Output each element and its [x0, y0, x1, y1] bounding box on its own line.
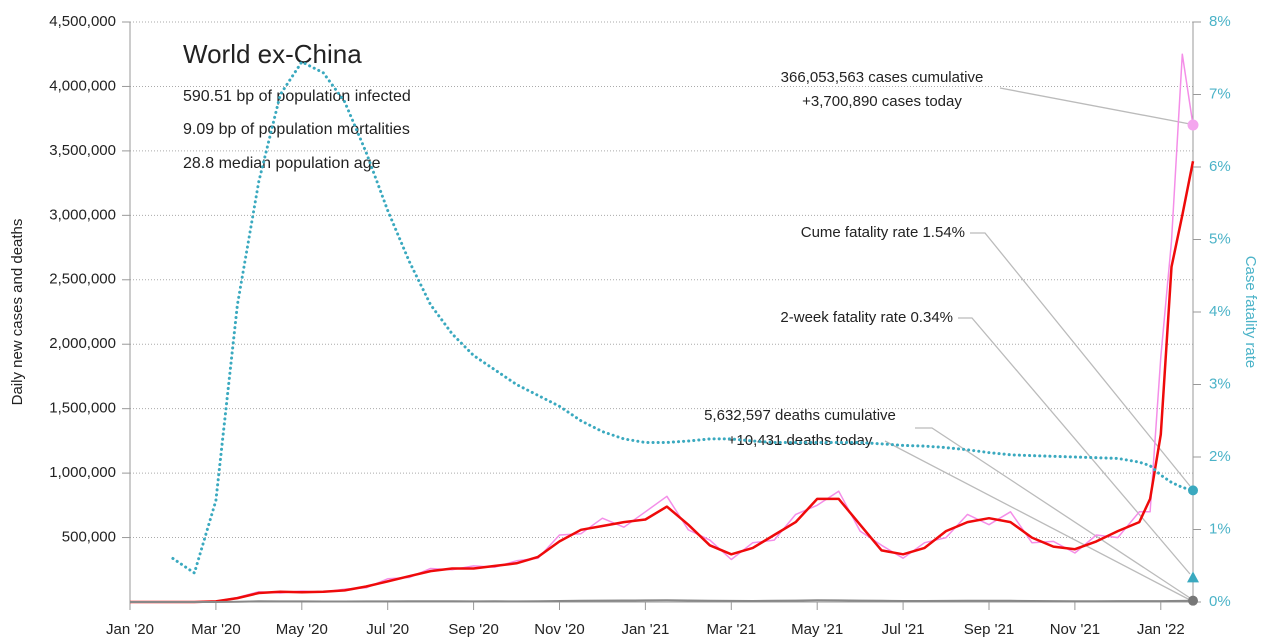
leader-line — [884, 440, 1191, 601]
info-title: World ex-China — [183, 39, 362, 69]
annotation: 366,053,563 cases cumulative — [781, 69, 984, 86]
y-tick-label: 2,000,000 — [49, 335, 116, 352]
y-tick-label: 500,000 — [62, 529, 116, 546]
y2-tick-label: 3% — [1209, 375, 1231, 392]
leader-line — [958, 317, 1191, 575]
y-tick-label: 3,500,000 — [49, 142, 116, 159]
x-tick-label: May '20 — [276, 621, 328, 638]
leaders — [884, 87, 1191, 601]
info-line: 28.8 median population age — [183, 155, 381, 172]
series-line — [171, 60, 1195, 575]
y-tick-label: 1,000,000 — [49, 464, 116, 481]
annotation: Cume fatality rate 1.54% — [801, 224, 965, 241]
y-tick-label: 2,500,000 — [49, 271, 116, 288]
x-tick-label: Sep '21 — [964, 621, 1014, 638]
x-tick-label: Nov '21 — [1050, 621, 1100, 638]
x-tick-label: Sep '20 — [448, 621, 498, 638]
series-line — [130, 160, 1195, 604]
y2-tick-label: 1% — [1209, 520, 1231, 537]
annotation: 5,632,597 deaths cumulative — [704, 407, 896, 424]
annotation: 2-week fatality rate 0.34% — [780, 309, 953, 326]
annotation: +3,700,890 cases today — [802, 93, 962, 110]
y-tick-label: 1,500,000 — [49, 400, 116, 417]
info-line: 9.09 bp of population mortalities — [183, 121, 410, 138]
x-tick-label: May '21 — [791, 621, 843, 638]
cases-marker — [1187, 119, 1199, 131]
y2-tick-label: 4% — [1209, 303, 1231, 320]
leader-line — [915, 427, 1191, 599]
series-line — [130, 599, 1194, 603]
y2-tick-label: 0% — [1209, 593, 1231, 610]
x-tick-label: Mar '21 — [707, 621, 757, 638]
y2-tick-label: 6% — [1209, 158, 1231, 175]
x-tick-label: Jan '22 — [1137, 621, 1185, 638]
x-tick-label: Mar '20 — [191, 621, 241, 638]
leader-line — [970, 232, 1191, 487]
y-tick-label: 3,000,000 — [49, 206, 116, 223]
x-tick-label: Nov '20 — [534, 621, 584, 638]
x-tick-label: Jul '21 — [882, 621, 925, 638]
deaths-marker — [1188, 595, 1198, 606]
y-tick-label: 4,500,000 — [49, 13, 116, 30]
info-line: 590.51 bp of population infected — [183, 88, 411, 105]
y-tick-label: 4,000,000 — [49, 77, 116, 94]
x-tick-label: Jul '20 — [366, 621, 409, 638]
two-week-cfr-marker — [1187, 571, 1199, 583]
y2-tick-label: 8% — [1209, 13, 1231, 30]
leader-line — [999, 87, 1191, 125]
y2-tick-label: 2% — [1209, 448, 1231, 465]
y2-tick-label: 5% — [1209, 230, 1231, 247]
y-axis-label: Daily new cases and deaths — [9, 219, 26, 406]
annotation: +10,431 deaths today — [728, 432, 873, 449]
x-tick-label: Jan '21 — [621, 621, 669, 638]
cfr-marker — [1188, 485, 1198, 496]
x-tick-label: Jan '20 — [106, 621, 154, 638]
y2-tick-label: 7% — [1209, 85, 1231, 102]
y2-axis-label: Case fatality rate — [1242, 256, 1259, 369]
